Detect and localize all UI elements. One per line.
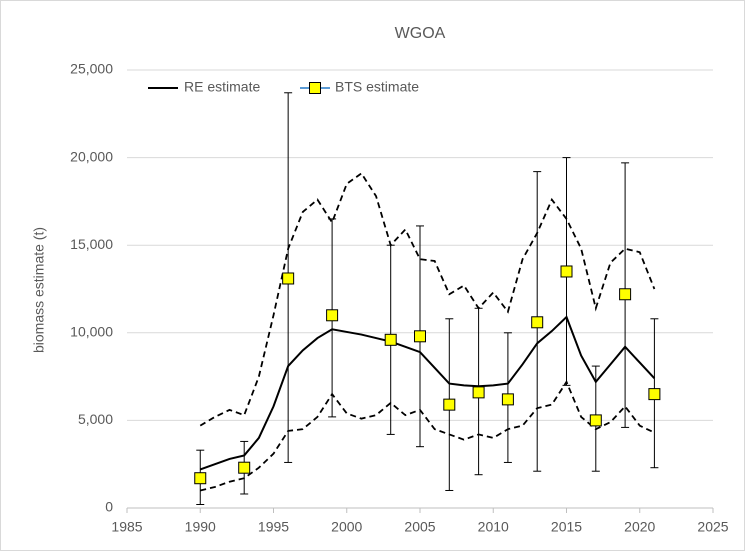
legend-label: RE estimate: [184, 79, 260, 95]
legend-label: BTS estimate: [335, 79, 419, 95]
ci-line: [200, 379, 655, 492]
x-tick-label: 2025: [697, 519, 728, 535]
bts-marker: [560, 265, 573, 278]
y-tick-label: 25,000: [70, 61, 113, 77]
bts-marker: [501, 393, 514, 406]
y-tick-label: 20,000: [70, 148, 113, 164]
bts-marker: [282, 272, 295, 285]
x-tick-label: 1985: [111, 519, 142, 535]
bts-marker: [326, 309, 339, 322]
bts-marker: [531, 316, 544, 329]
legend-marker: [309, 82, 321, 94]
x-tick-label: 2000: [331, 519, 362, 535]
bts-marker: [238, 461, 251, 474]
y-tick-label: 0: [105, 499, 113, 515]
x-tick-label: 2005: [404, 519, 435, 535]
x-tick-label: 2010: [478, 519, 509, 535]
bts-marker: [194, 472, 207, 485]
x-tick-label: 2020: [624, 519, 655, 535]
chart-title: WGOA: [395, 25, 446, 42]
y-tick-label: 10,000: [70, 324, 113, 340]
y-axis-label: biomass estimate (t): [31, 227, 47, 353]
x-tick-label: 2015: [551, 519, 582, 535]
x-tick-label: 1990: [185, 519, 216, 535]
bts-marker: [648, 388, 661, 401]
x-tick-label: 1995: [258, 519, 289, 535]
bts-marker: [443, 398, 456, 411]
bts-marker: [589, 414, 602, 427]
ci-line: [199, 172, 656, 427]
bts-marker: [414, 330, 426, 343]
y-tick-label: 5,000: [78, 411, 113, 427]
y-tick-label: 15,000: [70, 236, 113, 252]
bts-marker: [384, 333, 397, 346]
bts-marker: [619, 288, 632, 301]
re-line: [199, 315, 656, 471]
bts-marker: [472, 386, 485, 399]
